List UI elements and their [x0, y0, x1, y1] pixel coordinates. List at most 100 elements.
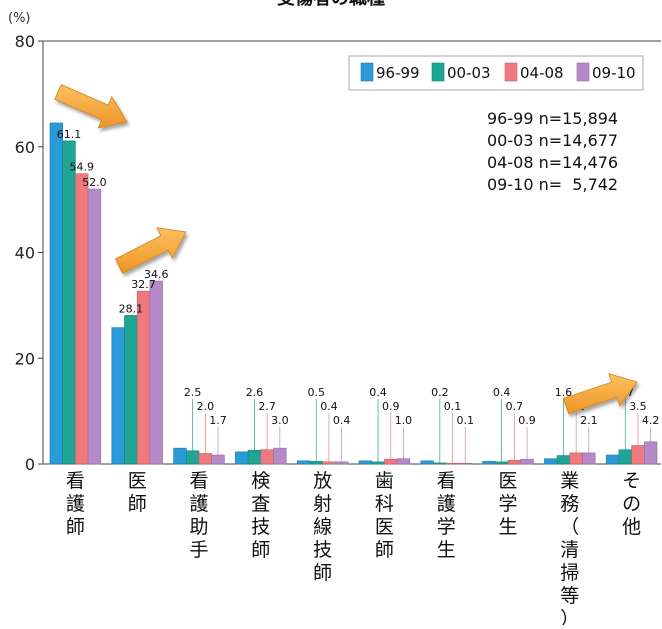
bar-96-99-9	[605, 454, 620, 465]
bar-09-10-8	[582, 452, 596, 465]
value-label-09-10-2: 1.7	[209, 414, 227, 427]
bar-00-03-6	[433, 462, 447, 465]
y-tick-label: 60	[15, 138, 35, 157]
annotation-n-96-99: 96-99 n=15,894	[487, 109, 618, 128]
x-tick-label-4: 放射線技師	[313, 470, 332, 584]
value-label-04-08-9: 3.5	[629, 400, 647, 413]
value-label-04-08-1: 32.7	[131, 278, 156, 291]
annotation-n-00-03: 00-03 n=14,677	[487, 131, 618, 150]
value-label-00-03-8: 1.6	[555, 386, 573, 399]
value-label-09-10-4: 0.4	[333, 414, 351, 427]
x-tick-label-0: 看護師	[66, 470, 85, 538]
x-axis-labels: 看護師 医師 看護助手 検査技師 放射線技師 歯科医師 看護学生 医学生 業務（清掃等） その他	[66, 470, 641, 629]
value-label-09-10-5: 1.0	[395, 414, 413, 427]
bar-09-10-3	[273, 447, 287, 465]
bar-96-99-0	[49, 122, 63, 465]
legend-swatch-09-10	[576, 62, 590, 82]
x-tick-label-3: 検査技師	[251, 470, 270, 561]
legend-swatch-04-08	[504, 62, 518, 82]
bar-00-03-1	[124, 315, 138, 465]
bar-09-10-4	[334, 461, 349, 465]
legend-box	[348, 55, 644, 91]
bar-96-99-7	[482, 461, 496, 465]
value-label-00-03-1: 28.1	[119, 302, 144, 315]
bar-04-08-1	[136, 290, 151, 465]
value-label-00-03-3: 2.6	[246, 386, 264, 399]
value-label-04-08-4: 0.4	[320, 400, 338, 413]
y-tick-label: 0	[25, 455, 35, 474]
bar-00-03-8	[556, 455, 571, 465]
value-label-04-08-6: 0.1	[444, 400, 462, 413]
y-tick-label: 40	[15, 244, 35, 263]
bar-09-10-6	[458, 462, 472, 465]
x-tick-label-1: 医師	[128, 470, 147, 515]
bar-00-03-5	[371, 461, 385, 465]
value-label-00-03-0: 61.1	[57, 128, 82, 141]
value-label-09-10-1: 34.6	[144, 268, 169, 281]
bar-00-03-9	[618, 449, 632, 465]
value-label-09-10-0: 52.0	[82, 176, 107, 189]
trend-arrow-ishi	[114, 227, 187, 274]
y-tick-label: 20	[15, 349, 35, 368]
trend-arrow-kangoshi	[54, 84, 128, 129]
bar-04-08-7	[507, 459, 521, 465]
x-tick-label-5: 歯科医師	[375, 470, 394, 561]
value-label-00-03-2: 2.5	[184, 386, 202, 399]
chart-title: 受傷者の職種	[277, 0, 385, 9]
bar-09-10-0	[87, 188, 102, 465]
value-label-09-10-7: 0.9	[518, 414, 536, 427]
bar-09-10-7	[520, 458, 534, 465]
sample-size-annotations: 96-99 n=15,894 00-03 n=14,677 04-08 n=14…	[487, 109, 618, 194]
bar-04-08-6	[445, 462, 460, 465]
legend-label-04-08: 04-08	[520, 64, 564, 82]
bar-00-03-7	[494, 461, 509, 465]
legend-label-09-10: 09-10	[592, 64, 636, 82]
bar-96-99-5	[358, 460, 372, 465]
value-label-00-03-6: 0.2	[431, 386, 449, 399]
bar-96-99-2	[173, 447, 187, 465]
bar-96-99-1	[111, 327, 125, 465]
bar-09-10-1	[149, 280, 163, 465]
legend-swatch-00-03	[431, 62, 445, 82]
value-label-04-08-2: 2.0	[197, 400, 215, 413]
value-label-09-10-9: 4.2	[642, 414, 660, 427]
value-label-09-10-6: 0.1	[457, 414, 475, 427]
value-label-04-08-7: 0.7	[506, 400, 524, 413]
trend-arrows	[54, 84, 638, 415]
bar-09-10-5	[396, 458, 411, 465]
annotation-n-04-08: 04-08 n=14,476	[487, 153, 618, 172]
legend-label-00-03: 00-03	[447, 64, 491, 82]
value-label-04-08-5: 0.9	[382, 400, 400, 413]
bar-04-08-9	[631, 445, 645, 465]
bar-04-08-2	[198, 453, 212, 465]
bar-04-08-3	[260, 449, 274, 465]
legend-swatch-96-99	[360, 62, 374, 82]
value-label-00-03-7: 0.4	[493, 386, 511, 399]
bar-00-03-2	[186, 450, 200, 465]
bar-series	[49, 122, 658, 465]
bar-96-99-6	[420, 460, 434, 465]
bar-00-03-3	[247, 449, 262, 465]
annotation-n-09-10: 09-10 n= 5,742	[487, 175, 618, 194]
bar-96-99-3	[235, 451, 249, 465]
legend: 96-99 00-03 04-08 09-10	[348, 55, 644, 91]
bar-09-10-9	[643, 441, 658, 465]
bar-09-10-2	[211, 454, 225, 465]
value-label-09-10-8: 2.1	[580, 414, 598, 427]
trend-arrow-sonota	[562, 372, 638, 415]
bar-04-08-5	[384, 458, 398, 465]
x-tick-label-7: 医学生	[498, 470, 517, 538]
value-label-04-08-0: 54.9	[70, 161, 95, 174]
x-tick-label-6: 看護学生	[437, 470, 456, 561]
value-label-00-03-4: 0.5	[308, 386, 326, 399]
value-label-09-10-3: 3.0	[271, 414, 289, 427]
bar-96-99-8	[544, 458, 558, 465]
bar-96-99-4	[296, 460, 311, 465]
x-tick-label-8: 業務（清掃等）	[560, 470, 579, 625]
bar-00-03-0	[62, 140, 76, 465]
bar-04-08-8	[569, 452, 583, 465]
value-label-04-08-3: 2.7	[258, 400, 276, 413]
bar-04-08-0	[75, 173, 89, 465]
